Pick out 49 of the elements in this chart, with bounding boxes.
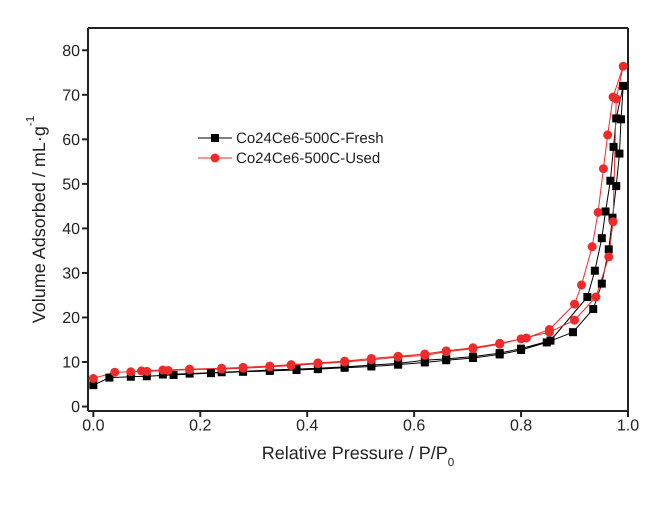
y-tick-label: 80	[62, 42, 80, 60]
point	[598, 280, 606, 288]
point	[612, 114, 620, 122]
point	[608, 217, 618, 226]
y-tick-label: 10	[62, 354, 80, 372]
point	[105, 374, 114, 382]
point	[570, 300, 580, 309]
point	[594, 208, 603, 217]
point	[589, 305, 598, 314]
point	[606, 176, 614, 185]
point	[588, 242, 597, 252]
point	[126, 367, 136, 376]
point	[604, 245, 613, 254]
x-tick-label: 0.6	[403, 417, 426, 434]
y-tick-label: 50	[62, 176, 80, 194]
point	[604, 252, 614, 262]
point	[591, 292, 600, 302]
y-tick-label: 0	[71, 399, 80, 416]
point	[546, 336, 554, 345]
point	[615, 150, 624, 158]
y-tick-label: 30	[62, 266, 80, 283]
point	[590, 266, 599, 275]
legend-label: Co24Ce6-500C-Used	[236, 150, 380, 166]
point	[110, 368, 120, 377]
y-tick-label: 60	[62, 132, 80, 150]
point	[206, 369, 215, 378]
x-tick-label: 0.8	[510, 417, 532, 434]
x-tick-label: 1.0	[616, 417, 640, 434]
point	[576, 280, 586, 290]
point	[598, 164, 608, 174]
point	[583, 292, 592, 301]
y-tick-label: 20	[62, 310, 80, 328]
y-tick-label: 40	[62, 221, 80, 238]
point	[522, 333, 531, 342]
point	[88, 374, 98, 383]
point	[568, 328, 577, 336]
point	[618, 62, 628, 71]
x-axis-title: Relative Pressure / P/P$_{0}$	[262, 443, 455, 468]
x-tick-label: 0.0	[82, 417, 105, 434]
x-tick-label: 0.2	[189, 417, 212, 434]
point	[598, 234, 606, 242]
point	[570, 316, 580, 325]
point	[619, 82, 628, 90]
point	[602, 207, 610, 216]
y-tick-label: 70	[62, 87, 80, 104]
point	[610, 142, 618, 151]
legend-label: Co24Ce6-500C-Fresh	[236, 130, 384, 146]
point	[603, 130, 612, 140]
x-tick-label: 0.4	[296, 417, 318, 434]
